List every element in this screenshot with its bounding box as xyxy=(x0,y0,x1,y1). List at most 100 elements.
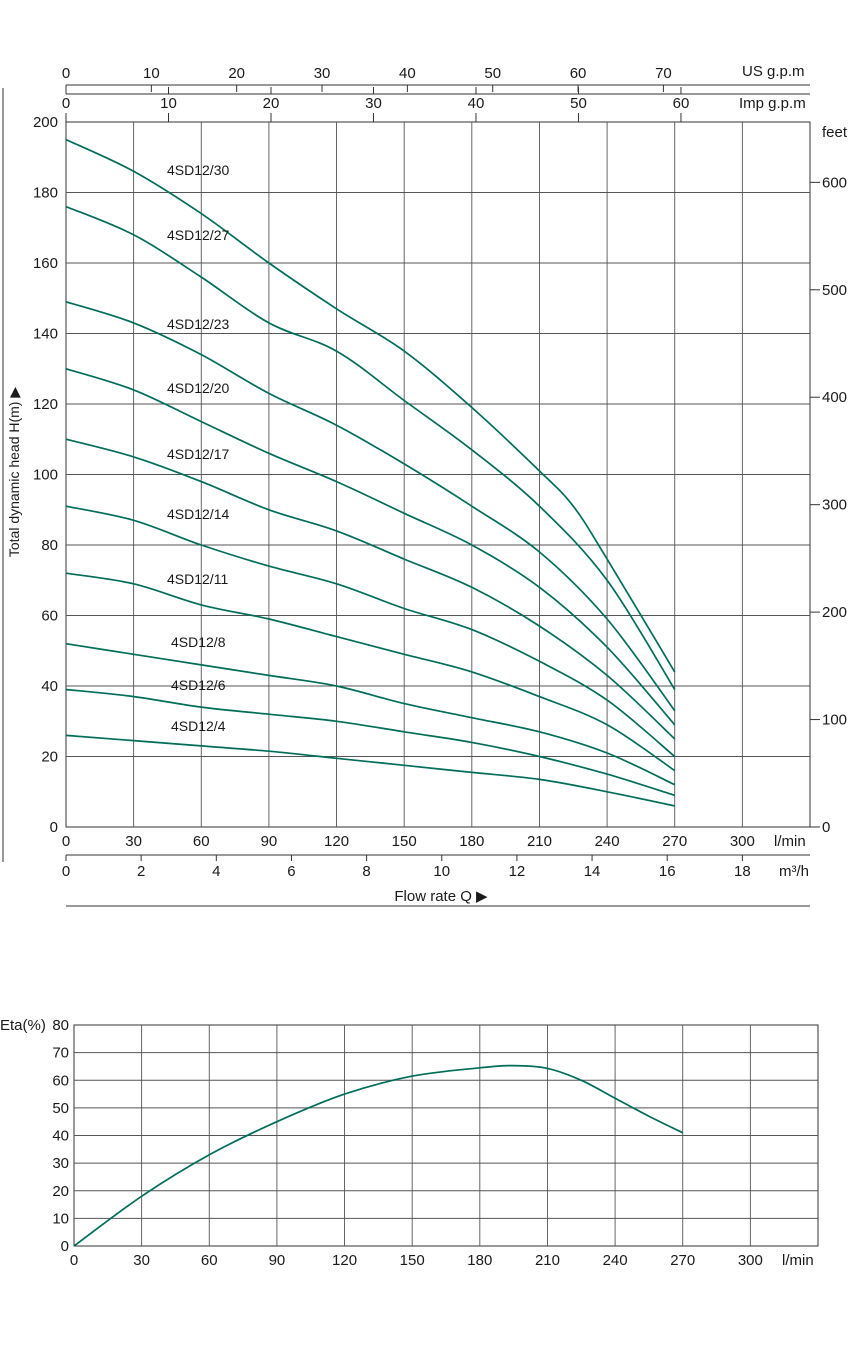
head-curve xyxy=(65,367,676,726)
us-gpm-tick-label: 10 xyxy=(143,65,160,82)
y-tick-label: 0 xyxy=(50,819,58,836)
imp-gpm-tick-label: 10 xyxy=(160,95,177,112)
eta-y-axis-label: Eta(%) xyxy=(0,1017,46,1034)
efficiency-chart: 0 10 20 30 40 50 60 70 Eta(%) 80 0 30 60 90 120 150 180 2… xyxy=(0,1017,819,1269)
head-curve xyxy=(65,642,676,786)
series-label: 4SD12/20 xyxy=(167,380,229,396)
eta-x-tick-label: 210 xyxy=(535,1252,560,1269)
x-tick-label: 300 xyxy=(730,833,755,850)
eta-y-tick-label: 0 xyxy=(61,1238,69,1255)
us-gpm-tick-label: 50 xyxy=(484,65,501,82)
head-curve xyxy=(65,734,675,807)
us-gpm-tick-label: 20 xyxy=(228,65,245,82)
head-curve xyxy=(65,688,675,797)
m3h-tick-label: 12 xyxy=(509,863,526,880)
m3h-tick-label: 0 xyxy=(62,863,70,880)
y-tick-label: 40 xyxy=(41,678,58,695)
imp-gpm-tick-label: 50 xyxy=(570,95,587,112)
series-label: 4SD12/30 xyxy=(167,162,229,178)
imp-gpm-tick-label: 60 xyxy=(673,95,690,112)
series-label: 4SD12/4 xyxy=(171,718,226,734)
eta-x-tick-label: 120 xyxy=(332,1252,357,1269)
us-gpm-tick-label: 0 xyxy=(62,65,70,82)
eta-y-tick-label: 80 xyxy=(52,1017,69,1034)
m3h-tick-label: 4 xyxy=(212,863,220,880)
x-tick-label: 0 xyxy=(62,833,70,850)
head-curve xyxy=(65,205,676,690)
series-label: 4SD12/14 xyxy=(167,506,229,522)
head-curve xyxy=(65,505,676,758)
y-tick-label: 180 xyxy=(33,185,58,202)
eta-y-tick-label: 40 xyxy=(52,1128,69,1145)
x-axis-label: Flow rate Q ▶ xyxy=(394,888,488,905)
eta-y-tick-label: 30 xyxy=(52,1155,69,1172)
m3h-unit-label: m³/h xyxy=(779,863,809,880)
m3h-tick-label: 10 xyxy=(433,863,450,880)
eta-x-tick-label: 0 xyxy=(70,1252,78,1269)
x-tick-label: 30 xyxy=(125,833,142,850)
x-tick-label: 270 xyxy=(662,833,687,850)
feet-tick-label: 400 xyxy=(822,389,847,406)
x-tick-label: 180 xyxy=(459,833,484,850)
series-label: 4SD12/11 xyxy=(167,571,228,587)
x-tick-label: 240 xyxy=(595,833,620,850)
y-tick-label: 200 xyxy=(33,114,58,131)
feet-tick-label: 0 xyxy=(822,819,830,836)
feet-tick-label: 100 xyxy=(822,712,847,729)
head-curve xyxy=(65,138,676,673)
eta-y-tick-label: 60 xyxy=(52,1072,69,1089)
feet-tick-label: 600 xyxy=(822,174,847,191)
m3h-tick-label: 8 xyxy=(362,863,370,880)
imp-gpm-tick-label: 30 xyxy=(365,95,382,112)
x-tick-label: 150 xyxy=(392,833,417,850)
head-curve xyxy=(65,572,676,772)
x-tick-label: 120 xyxy=(324,833,349,850)
us-gpm-tick-label: 30 xyxy=(314,65,331,82)
y-tick-label: 20 xyxy=(41,749,58,766)
series-label: 4SD12/27 xyxy=(167,227,229,243)
eta-x-tick-label: 240 xyxy=(603,1252,628,1269)
eta-y-tick-label: 10 xyxy=(52,1210,69,1227)
eta-x-unit-label: l/min xyxy=(782,1252,814,1269)
feet-unit-label: feet xyxy=(822,124,848,141)
y-tick-label: 140 xyxy=(33,326,58,343)
eta-x-tick-label: 180 xyxy=(467,1252,492,1269)
x-tick-label: 210 xyxy=(527,833,552,850)
imp-gpm-unit-label: Imp g.p.m xyxy=(739,95,806,112)
eta-y-tick-label: 50 xyxy=(52,1100,69,1117)
y-tick-label: 100 xyxy=(33,467,58,484)
eta-x-tick-label: 30 xyxy=(133,1252,150,1269)
feet-tick-label: 300 xyxy=(822,497,847,514)
us-gpm-tick-label: 60 xyxy=(570,65,587,82)
eta-x-tick-label: 270 xyxy=(670,1252,695,1269)
y-axis-label: Total dynamic head H(m) ▶ xyxy=(6,387,22,558)
y-tick-label: 60 xyxy=(41,608,58,625)
us-gpm-tick-label: 70 xyxy=(655,65,672,82)
eta-x-tick-label: 90 xyxy=(269,1252,286,1269)
y-tick-label: 160 xyxy=(33,255,58,272)
series-label: 4SD12/17 xyxy=(167,446,229,462)
series-label: 4SD12/23 xyxy=(167,316,229,332)
m3h-tick-label: 6 xyxy=(287,863,295,880)
y-tick-label: 120 xyxy=(33,396,58,413)
feet-tick-label: 200 xyxy=(822,604,847,621)
efficiency-curve xyxy=(73,1064,684,1247)
imp-gpm-tick-label: 0 xyxy=(62,95,70,112)
us-gpm-tick-label: 40 xyxy=(399,65,416,82)
eta-y-tick-label: 20 xyxy=(52,1183,69,1200)
x-unit-label: l/min xyxy=(774,833,806,850)
m3h-tick-label: 14 xyxy=(584,863,601,880)
m3h-tick-label: 16 xyxy=(659,863,676,880)
series-label: 4SD12/8 xyxy=(171,634,226,650)
m3h-tick-label: 18 xyxy=(734,863,751,880)
us-gpm-unit-label: US g.p.m xyxy=(742,63,805,80)
series-label: 4SD12/6 xyxy=(171,677,226,693)
eta-x-tick-label: 60 xyxy=(201,1252,218,1269)
head-curve xyxy=(65,438,676,740)
head-curve xyxy=(65,300,676,712)
imp-gpm-tick-label: 40 xyxy=(468,95,485,112)
feet-tick-label: 500 xyxy=(822,282,847,299)
m3h-tick-label: 2 xyxy=(137,863,145,880)
x-tick-label: 60 xyxy=(193,833,210,850)
